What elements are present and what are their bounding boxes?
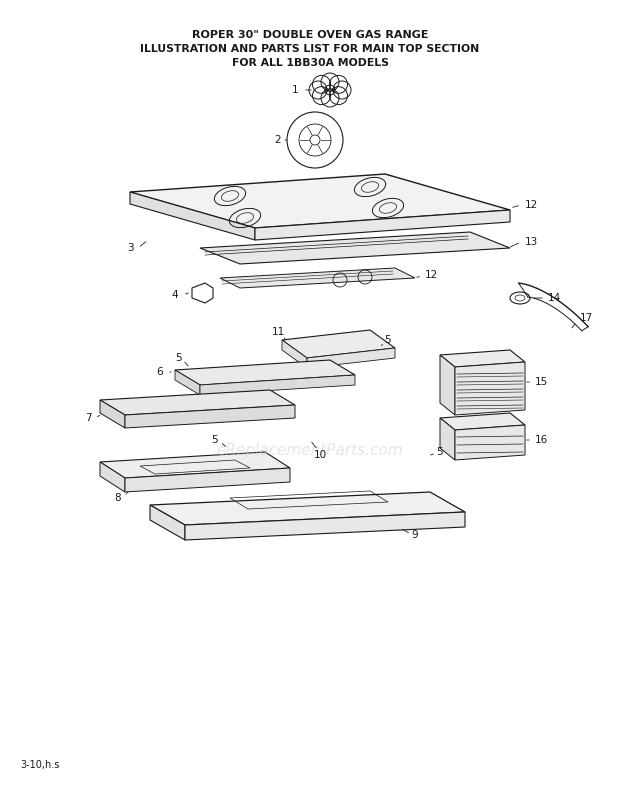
Text: 5: 5 xyxy=(175,353,181,363)
Text: 3-10,h.s: 3-10,h.s xyxy=(20,760,60,770)
Polygon shape xyxy=(100,390,295,415)
Polygon shape xyxy=(307,348,395,368)
Polygon shape xyxy=(440,350,525,367)
Polygon shape xyxy=(440,413,525,430)
Polygon shape xyxy=(100,400,125,428)
Text: 1: 1 xyxy=(291,85,298,95)
Text: 7: 7 xyxy=(85,413,91,423)
Polygon shape xyxy=(282,340,307,368)
Polygon shape xyxy=(100,462,125,492)
Polygon shape xyxy=(255,210,510,240)
Polygon shape xyxy=(130,192,255,240)
Text: 10: 10 xyxy=(314,450,327,460)
Polygon shape xyxy=(125,405,295,428)
Polygon shape xyxy=(282,330,395,358)
Text: 11: 11 xyxy=(272,327,285,337)
Polygon shape xyxy=(185,512,465,540)
Polygon shape xyxy=(130,174,510,228)
Polygon shape xyxy=(200,375,355,395)
Text: 12: 12 xyxy=(525,200,538,210)
Polygon shape xyxy=(125,468,290,492)
Text: 8: 8 xyxy=(115,493,122,503)
Polygon shape xyxy=(200,232,510,264)
Text: ILLUSTRATION AND PARTS LIST FOR MAIN TOP SECTION: ILLUSTRATION AND PARTS LIST FOR MAIN TOP… xyxy=(140,44,480,54)
Polygon shape xyxy=(150,492,465,525)
Polygon shape xyxy=(440,418,455,460)
Polygon shape xyxy=(150,505,185,540)
Text: 16: 16 xyxy=(535,435,548,445)
Text: 5: 5 xyxy=(384,335,391,345)
Text: 4: 4 xyxy=(172,290,179,300)
Text: 2: 2 xyxy=(275,135,281,145)
Text: 14: 14 xyxy=(548,293,561,303)
Text: 5: 5 xyxy=(211,435,218,445)
Text: 15: 15 xyxy=(535,377,548,387)
Polygon shape xyxy=(175,360,355,385)
Text: 12: 12 xyxy=(425,270,438,280)
Polygon shape xyxy=(175,370,200,395)
Text: eReplacementParts.com: eReplacementParts.com xyxy=(216,443,404,458)
Text: ROPER 30" DOUBLE OVEN GAS RANGE: ROPER 30" DOUBLE OVEN GAS RANGE xyxy=(192,30,428,40)
Text: 3: 3 xyxy=(126,243,133,253)
Polygon shape xyxy=(455,362,525,415)
Text: FOR ALL 1BB30A MODELS: FOR ALL 1BB30A MODELS xyxy=(231,58,389,68)
Text: 9: 9 xyxy=(412,530,418,540)
Text: 17: 17 xyxy=(580,313,593,323)
Text: 5: 5 xyxy=(436,447,443,457)
Polygon shape xyxy=(440,355,455,415)
Polygon shape xyxy=(100,452,290,478)
Text: 6: 6 xyxy=(157,367,163,377)
Text: 13: 13 xyxy=(525,237,538,247)
Polygon shape xyxy=(220,268,415,288)
Polygon shape xyxy=(455,425,525,460)
